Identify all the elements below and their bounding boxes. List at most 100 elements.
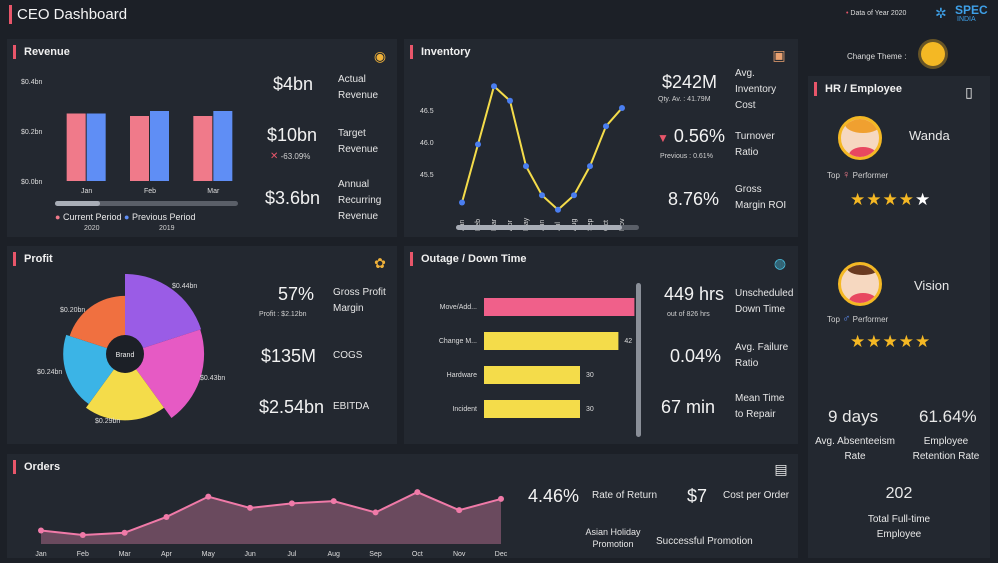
document-icon[interactable]: ▤ [774, 461, 788, 477]
id-badge-icon[interactable]: ▯ [965, 84, 973, 100]
data-label: 30 [586, 406, 594, 413]
hr-employee-card: HR / Employee ▯ Wanda Top ♀ Performer ★★… [808, 76, 990, 558]
x-tick-label: Dec [495, 551, 508, 558]
sun-theme-icon[interactable] [921, 42, 945, 66]
data-point [414, 489, 421, 496]
x-tick-label: Jul [287, 551, 296, 558]
gross-margin-roi-label: Gross Margin ROI [735, 184, 787, 211]
x-tick-label: Sep [369, 551, 382, 558]
bar-current-period [66, 113, 86, 181]
data-point [288, 500, 295, 507]
card-title: Profit [13, 252, 53, 266]
revenue-scrollbar[interactable] [55, 201, 238, 206]
target-delta: ✕ -63.09% [270, 151, 311, 162]
card-title: Inventory [410, 45, 471, 59]
slice-label: $0.43bn [200, 375, 225, 382]
absenteeism-value: 9 days [828, 407, 879, 426]
outage-bar [484, 400, 580, 418]
outage-bar [484, 298, 635, 316]
target-revenue-label: Target Revenue [338, 128, 379, 155]
legend-year-current: 2020 [84, 225, 100, 232]
data-point [456, 507, 463, 514]
promotion-successful[interactable]: Successful Promotion [656, 536, 753, 547]
top-performer-label: Top ♂ Performer [827, 313, 889, 325]
category-label: Change M... [439, 338, 477, 345]
y-tick-label: 46.0 [420, 140, 434, 147]
box-icon[interactable]: ▣ [772, 47, 786, 63]
retention-label: Employee Retention Rate [912, 436, 980, 462]
outage-scrollbar[interactable] [636, 283, 641, 437]
legend-item-previous[interactable]: ● Previous Period [124, 212, 196, 222]
star-icon: ★ [850, 190, 867, 209]
fulltime-value: 202 [885, 485, 913, 502]
card-title: Revenue [13, 45, 70, 59]
pie-center [106, 335, 144, 373]
promotion-asian-holiday[interactable]: Asian Holiday Promotion [585, 527, 641, 549]
pie-slice [85, 366, 165, 421]
inventory-cost-label: Avg. Inventory Cost [735, 68, 777, 111]
ebitda-value: $2.54bn [259, 397, 325, 417]
inventory-line [461, 84, 623, 212]
revenue-scroll-thumb[interactable] [55, 201, 100, 206]
money-plant-icon[interactable]: ✿ [374, 255, 386, 271]
y-tick-label: $0.0bn [21, 179, 43, 186]
brand-logo: ✲ SPEC INDIA [935, 3, 988, 23]
actual-revenue-value: $4bn [273, 74, 314, 94]
category-label: Hardware [447, 372, 477, 379]
failure-ratio-value: 0.04% [670, 346, 722, 366]
actual-revenue-label: Actual Revenue [338, 74, 379, 101]
bar-current-period [193, 116, 213, 181]
card-title: Orders [13, 460, 60, 474]
orders-area-chart: Jan Feb Mar Apr May Jun Jul Aug Sep Oct Nov Dec [35, 489, 508, 558]
outage-bar [484, 366, 580, 384]
avatar[interactable] [838, 262, 882, 306]
recurring-revenue-value: $3.6bn [265, 188, 321, 208]
gross-margin-roi-value: 8.76% [668, 189, 720, 209]
bar-previous-period [213, 111, 233, 181]
x-tick-label: Mar [207, 188, 220, 195]
bar-previous-period [86, 113, 106, 181]
turnover-value: ▼ 0.56% [657, 126, 725, 146]
revenue-chart: $0.4bn $0.2bn $0.0bn Jan Feb Mar [21, 79, 233, 195]
data-point [491, 83, 497, 90]
absenteeism-label: Avg. Absenteeism Rate [815, 436, 895, 462]
employee-name: Wanda [909, 128, 950, 143]
data-year-note: • Data of Year 2020 [846, 10, 907, 17]
down-triangle-icon: ▼ [657, 131, 669, 145]
mttr-label: Mean Time to Repair [735, 393, 785, 420]
x-tick-label: Feb [144, 188, 156, 195]
turnover-previous: Previous : 0.61% [660, 153, 713, 160]
legend-item-current[interactable]: ● Current Period [55, 212, 122, 222]
data-point [539, 192, 545, 199]
cogs-label: COGS [333, 350, 363, 361]
globe-icon[interactable]: ◍ [773, 255, 787, 271]
page-title: CEO Dashboard [17, 6, 128, 23]
revenue-card: Revenue ◉ $0.4bn $0.2bn $0.0bn Jan Feb Mar ● … [7, 39, 397, 237]
data-point [475, 141, 481, 148]
pie-slice [69, 295, 125, 350]
outage-chart: Move/Add...47Change M...42Hardware30Inci… [439, 298, 635, 418]
data-label: 30 [586, 372, 594, 379]
cross-icon: ✕ [270, 151, 279, 162]
failure-ratio-label: Avg. Failure Ratio [735, 342, 789, 369]
rating-stars: ★★★★★ [850, 332, 931, 352]
x-tick-label: May [523, 217, 530, 231]
pie-center-label: Brand [116, 352, 135, 359]
downtime-label: Unscheduled Down Time [735, 288, 794, 315]
data-point [619, 105, 625, 112]
orders-line [40, 491, 502, 536]
header: CEO Dashboard • Data of Year 2020 ✲ SPEC… [0, 0, 998, 30]
logo-icon: ✲ [935, 5, 947, 21]
data-point [38, 527, 44, 534]
recurring-revenue-label: Annual Recurring Revenue [338, 179, 382, 222]
inventory-scroll-thumb[interactable] [456, 225, 622, 230]
x-tick-label: Aug [327, 551, 340, 558]
x-tick-label: Jan [81, 188, 92, 195]
avatar[interactable] [838, 116, 882, 160]
x-tick-label: Feb [77, 551, 89, 558]
coins-icon[interactable]: ◉ [373, 48, 387, 64]
dot-icon: • [846, 10, 849, 17]
star-icon: ★ [882, 190, 899, 209]
outage-bar [484, 332, 619, 350]
fulltime-label: Total Full-time Employee [867, 514, 931, 540]
